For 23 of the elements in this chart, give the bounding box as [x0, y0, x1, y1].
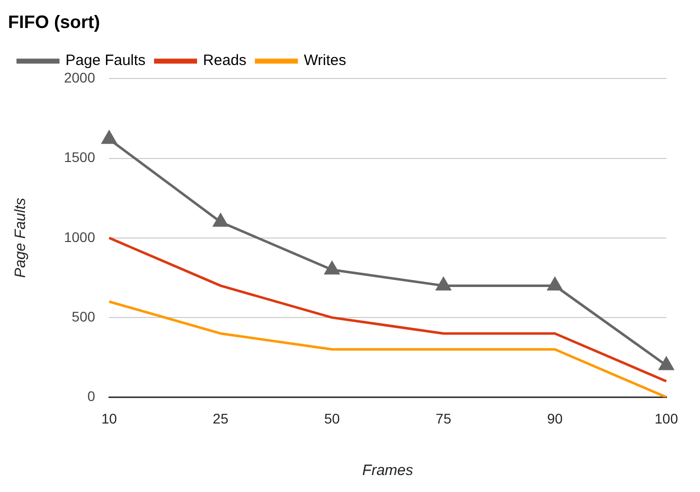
x-tick-label: 75 — [436, 410, 452, 426]
legend-label: Writes — [304, 52, 346, 70]
y-tick-label: 1000 — [64, 228, 96, 245]
x-axis-title: Frames — [362, 462, 414, 480]
y-axis-title: Page Faults — [12, 197, 30, 278]
point — [102, 130, 116, 144]
x-tick-label: 90 — [547, 410, 563, 426]
point — [659, 357, 674, 370]
point — [213, 214, 228, 227]
y-tick-label: 2000 — [64, 69, 96, 86]
x-tick-label: 50 — [324, 410, 340, 426]
point — [324, 262, 340, 275]
x-tick-label: 10 — [101, 410, 118, 426]
y-tick-label: 1500 — [64, 149, 96, 166]
legend-label: Page Faults — [66, 52, 146, 70]
legend-label: Reads — [203, 52, 246, 70]
point — [548, 277, 562, 290]
y-tick-label: 0 — [87, 388, 96, 404]
chart-title: FIFO (sort) — [8, 12, 100, 32]
point — [436, 277, 451, 290]
x-tick-label: 100 — [654, 410, 678, 426]
x-tick-label: 25 — [212, 410, 229, 426]
y-tick-label: 500 — [72, 308, 96, 324]
